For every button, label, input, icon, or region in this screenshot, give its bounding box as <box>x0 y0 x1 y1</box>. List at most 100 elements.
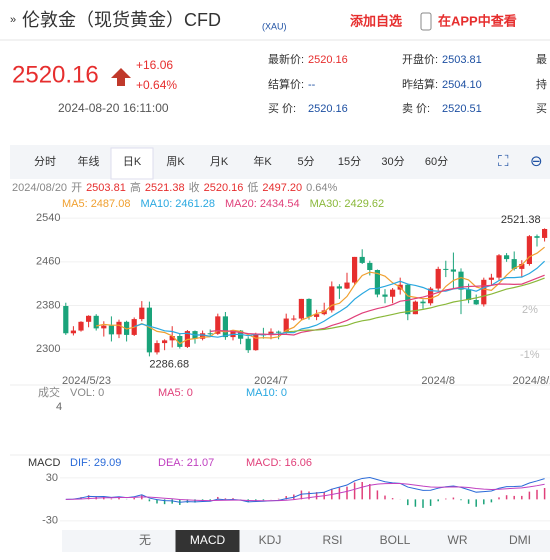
candle-body <box>298 298 304 319</box>
tab[interactable]: 分时 <box>34 155 56 168</box>
field-label: 最 <box>536 53 547 66</box>
candle-body <box>526 236 532 264</box>
info-text: 2503.81 <box>86 182 126 194</box>
macd-legend: DEA: 21.07 <box>158 457 214 469</box>
candle-body <box>466 289 472 300</box>
candle-body <box>336 286 342 289</box>
add-watch[interactable]: 添加自选 <box>350 13 402 28</box>
tab[interactable]: 5分 <box>297 155 314 168</box>
info-text: 高 <box>130 180 141 194</box>
x-tick-label: 2024/8 <box>421 375 455 387</box>
tab[interactable]: 日K <box>123 156 142 168</box>
open-app[interactable]: 在APP中查看 <box>438 13 517 28</box>
field-value: 2520.16 <box>308 54 348 66</box>
tab[interactable]: 30分 <box>381 155 404 168</box>
ma-legend: MA30: <box>310 198 342 210</box>
indicator-tab[interactable]: 无 <box>139 533 151 547</box>
volume-tick: 4 <box>56 401 62 413</box>
indicator-tab[interactable]: WR <box>448 533 468 547</box>
candle-body <box>177 336 183 347</box>
field-label: 买 <box>536 102 547 115</box>
candle-body <box>139 307 145 320</box>
candle-body <box>412 301 418 315</box>
indicator-tab[interactable]: KDJ <box>259 533 282 547</box>
candle-body <box>473 300 479 305</box>
info-text: 开 <box>71 182 82 194</box>
candle-body <box>222 316 228 338</box>
candle-body <box>374 270 380 295</box>
code: (XAU) <box>262 21 287 31</box>
change: +16.06 <box>136 58 173 72</box>
low-label: 2286.68 <box>149 358 189 370</box>
candle-body <box>116 321 122 335</box>
tab[interactable]: 15分 <box>338 155 361 168</box>
field-label: 昨结算: <box>402 77 438 91</box>
x-tick-label: 2024/5/23 <box>62 375 111 387</box>
candle-body <box>534 236 540 238</box>
candle-body <box>215 316 221 334</box>
volume-legend: VOL: 0 <box>70 387 104 399</box>
volume-title: 成交 <box>38 385 60 399</box>
candle-body <box>390 289 396 297</box>
right-label: 2% <box>522 304 538 316</box>
tab[interactable]: 周K <box>166 155 185 168</box>
tab[interactable]: 年K <box>253 154 272 168</box>
info-text: 2520.16 <box>204 182 244 194</box>
candle-body <box>511 259 517 269</box>
candle-body <box>86 315 92 322</box>
candle-body <box>70 330 76 334</box>
candle-body <box>382 294 388 297</box>
macd-tick-label: 30 <box>46 472 58 484</box>
change-pct: +0.64% <box>136 78 177 92</box>
candle-body <box>253 334 259 351</box>
candle-body <box>291 318 297 320</box>
candle-body <box>268 331 274 335</box>
candle-body <box>367 262 373 270</box>
ma-legend-value: 2429.62 <box>344 198 384 210</box>
indicator-tab[interactable]: MACD <box>190 533 226 547</box>
ma-legend-value: 2487.08 <box>91 198 131 210</box>
candle-body <box>352 256 358 283</box>
tab[interactable]: 60分 <box>425 155 448 168</box>
ma-legend: MA5: <box>62 198 88 210</box>
candle-body <box>420 301 426 304</box>
field-value: 2504.10 <box>442 79 482 91</box>
field-label: 买 价: <box>268 102 296 115</box>
tab[interactable]: 年线 <box>78 154 100 168</box>
indicator-bar <box>62 530 550 552</box>
info-text: 0.64% <box>306 182 337 194</box>
indicator-tab[interactable]: RSI <box>322 533 342 547</box>
field-label: 持 <box>536 77 547 91</box>
y-tick-label: 2300 <box>36 343 60 355</box>
dea-line <box>65 482 545 502</box>
tab-bar <box>10 145 550 179</box>
x-tick-label: 2024/8/20 <box>513 375 550 387</box>
candle-body <box>428 288 434 304</box>
candle-body <box>519 264 525 269</box>
macd-title: MACD <box>28 457 60 469</box>
y-tick-label: 2380 <box>36 299 60 311</box>
zoom-icon[interactable]: ⊖ <box>530 153 543 170</box>
dif-line <box>65 477 545 503</box>
candle-body <box>329 286 335 311</box>
candle-body <box>542 229 548 238</box>
candle-body <box>450 269 456 272</box>
field-value: 2520.16 <box>308 103 348 115</box>
candle-body <box>108 325 114 335</box>
indicator-tab[interactable]: DMI <box>509 533 531 547</box>
macd-legend: DIF: 29.09 <box>70 457 121 469</box>
price: 2520.16 <box>12 61 99 88</box>
field-value: 2520.51 <box>442 103 482 115</box>
candle-body <box>504 255 510 260</box>
candle-body <box>488 277 494 280</box>
ma-line <box>210 274 545 336</box>
candle-body <box>359 256 365 263</box>
phone-icon <box>420 12 432 31</box>
indicator-tab[interactable]: BOLL <box>380 533 411 547</box>
high-label: 2521.38 <box>501 214 541 226</box>
fullscreen-icon[interactable]: ⛶ <box>498 153 509 170</box>
candle-body <box>78 321 84 331</box>
candle-body <box>344 282 350 289</box>
tab[interactable]: 月K <box>210 156 229 168</box>
